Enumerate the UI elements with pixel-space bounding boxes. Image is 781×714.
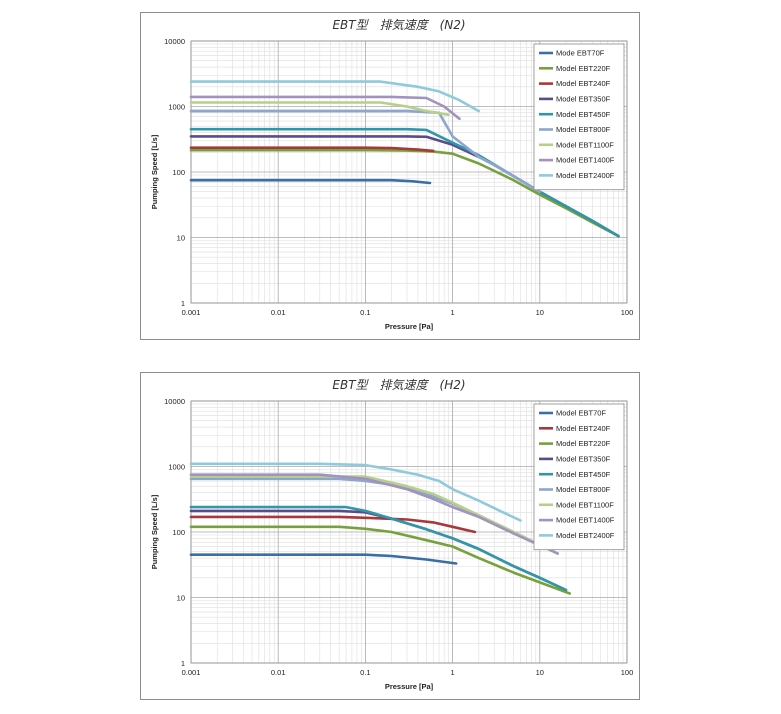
n2-legend-label: Model EBT1400F xyxy=(556,156,615,165)
h2-series-line-3 xyxy=(189,525,572,595)
n2-x-tick-label: 1 xyxy=(451,308,455,317)
h2-x-tick-label: 0.001 xyxy=(182,668,201,677)
n2-legend-label: Model EBT220F xyxy=(556,64,611,73)
n2-x-tick-label: 10 xyxy=(536,308,544,317)
h2-x-axis-label: Pressure [Pa] xyxy=(385,682,434,691)
h2-y-tick-label: 1000 xyxy=(168,463,185,472)
n2-x-axis-label: Pressure [Pa] xyxy=(385,322,434,331)
n2-series-line-6 xyxy=(189,109,542,193)
n2-x-tick-label: 100 xyxy=(621,308,634,317)
h2-x-tick-label: 1 xyxy=(451,668,455,677)
h2-x-tick-label: 0.1 xyxy=(360,668,370,677)
chart-panel-n2: EBT型 排気速度 (N2) 0.001 0.01 0.1 1 10 100 1 10 100 10… xyxy=(140,12,640,340)
n2-legend-label: Model EBT240F xyxy=(556,79,611,88)
h2-legend-label: Model EBT1100F xyxy=(556,500,614,509)
h2-legend-label: Model EBT350F xyxy=(556,455,611,464)
h2-x-tick-label: 10 xyxy=(536,668,544,677)
h2-legend-label: Model EBT220F xyxy=(556,439,611,448)
h2-series-line-1 xyxy=(189,553,458,565)
h2-y-tick-label: 10000 xyxy=(164,397,185,406)
h2-plot-border xyxy=(190,400,628,664)
n2-legend-label: Model EBT2400F xyxy=(556,171,615,180)
n2-series-line-1 xyxy=(189,178,432,185)
n2-series-line-7 xyxy=(189,101,450,116)
h2-series-line-5 xyxy=(189,505,568,592)
n2-legend-label: Model EBT800F xyxy=(556,125,611,134)
n2-y-tick-label: 10000 xyxy=(164,37,185,46)
n2-x-tick-label: 0.001 xyxy=(182,308,201,317)
n2-series-line-2 xyxy=(189,148,620,238)
chart-h2: EBT型 排気速度 (H2) 0.001 0.01 0.1 1 10 100 1 10 100 10… xyxy=(150,378,634,691)
h2-x-tick-label: 100 xyxy=(621,668,634,677)
h2-x-tick-label: 0.01 xyxy=(271,668,286,677)
h2-legend-label: Model EBT800F xyxy=(556,485,611,494)
h2-y-axis-label: Pumping Speed [L/s] xyxy=(150,494,159,569)
chart-n2: EBT型 排気速度 (N2) 0.001 0.01 0.1 1 10 100 1 10 100 10… xyxy=(150,18,634,331)
n2-legend: Mode EBT70F Model EBT220F Model EBT240F Mod… xyxy=(533,43,625,191)
h2-series-line-2 xyxy=(189,515,477,534)
n2-legend-label: Model EBT350F xyxy=(556,95,611,104)
n2-x-tick-label: 0.01 xyxy=(271,308,286,317)
n2-series-line-8 xyxy=(189,95,461,121)
h2-legend-label: Model EBT2400F xyxy=(556,531,615,540)
n2-legend-label: Model EBT1100F xyxy=(556,140,614,149)
h2-y-tick-label: 100 xyxy=(172,528,185,537)
n2-x-tick-label: 0.1 xyxy=(360,308,370,317)
h2-series-line-9 xyxy=(189,462,522,522)
h2-legend-label: Model EBT1400F xyxy=(556,516,615,525)
chart-panel-h2: EBT型 排気速度 (H2) 0.001 0.01 0.1 1 10 100 1 10 100 10… xyxy=(140,372,640,700)
h2-y-tick-label: 10 xyxy=(177,594,185,603)
h2-legend-label: Model EBT240F xyxy=(556,424,611,433)
h2-legend: Model EBT70F Model EBT240F Model EBT220F Mo… xyxy=(533,403,625,551)
n2-y-tick-label: 1000 xyxy=(168,103,185,112)
n2-series-line-3 xyxy=(189,146,435,153)
n2-legend-label: Model EBT450F xyxy=(556,110,611,119)
n2-plot-border xyxy=(190,40,628,304)
h2-y-tick-label: 1 xyxy=(181,659,185,668)
n2-legend-label: Mode EBT70F xyxy=(556,49,605,58)
h2-legend-label: Model EBT70F xyxy=(556,409,606,418)
n2-y-axis-label: Pumping Speed [L/s] xyxy=(150,134,159,209)
n2-y-tick-label: 1 xyxy=(181,299,185,308)
h2-series-line-8 xyxy=(189,473,559,555)
n2-y-tick-label: 100 xyxy=(172,168,185,177)
n2-title: EBT型 排気速度 (N2) xyxy=(332,18,465,32)
n2-series-line-9 xyxy=(189,80,481,113)
h2-legend-label: Model EBT450F xyxy=(556,470,611,479)
n2-y-tick-label: 10 xyxy=(177,234,185,243)
h2-title: EBT型 排気速度 (H2) xyxy=(332,378,465,392)
